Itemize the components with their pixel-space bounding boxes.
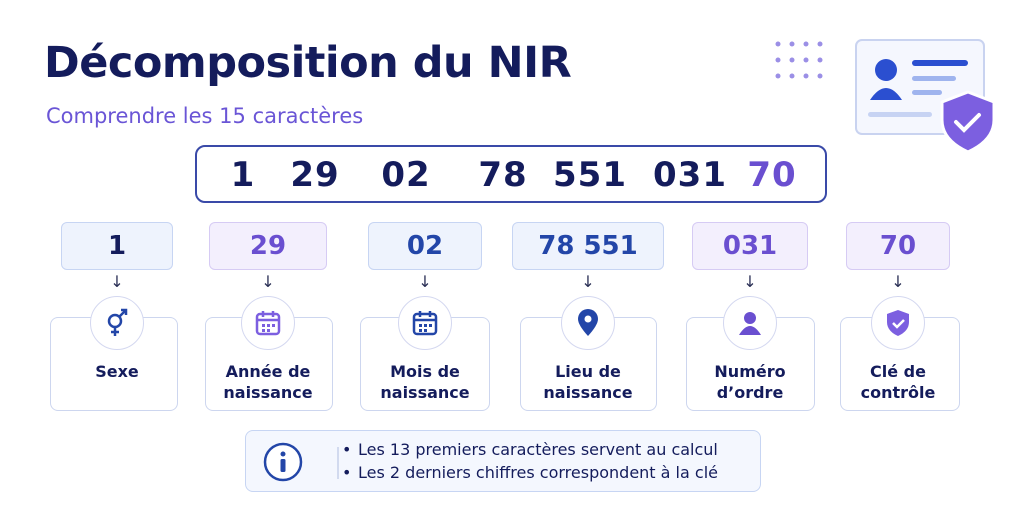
arrow: ↓ (418, 272, 432, 291)
segment-icon (90, 296, 144, 350)
arrow: ↓ (891, 272, 905, 291)
nir-group: 031 (653, 155, 727, 195)
subtitle: Comprendre les 15 caractères (46, 104, 364, 128)
segment-icon (398, 296, 452, 350)
segment-icon (241, 296, 295, 350)
segment-code: 70 (846, 222, 950, 270)
nir-group: 70 (747, 155, 797, 195)
nir-group: 78 (478, 155, 528, 195)
info-box (245, 430, 761, 492)
title: Décomposition du NIR (44, 38, 572, 88)
info-item: Les 2 derniers chiffres correspondent à … (358, 463, 718, 482)
info-item: Les 13 premiers caractères servent au ca… (358, 440, 718, 459)
segment-code: 02 (368, 222, 482, 270)
segment-code: 1 (61, 222, 173, 270)
segment-code: 031 (692, 222, 808, 270)
id-card-illustration (855, 39, 996, 154)
nir-group: 02 (381, 155, 431, 195)
info-icon (263, 442, 339, 482)
nir-group: 1 (230, 155, 256, 195)
segment-label: Année de naissance (223, 362, 313, 402)
segment-label: Numéro d’ordre (714, 362, 786, 402)
segment-icon (871, 296, 925, 350)
arrow: ↓ (581, 272, 595, 291)
nir-box (195, 145, 827, 203)
segment-card (50, 317, 178, 411)
arrow: ↓ (261, 272, 275, 291)
segment-code: 29 (209, 222, 327, 270)
segment-label: Mois de naissance (380, 362, 470, 402)
dots (775, 41, 823, 79)
arrow: ↓ (743, 272, 757, 291)
segment-label: Lieu de naissance (543, 362, 633, 402)
segment-label: Sexe (95, 362, 139, 381)
segment-code: 78 551 (512, 222, 664, 270)
segment-label: Clé de contrôle (860, 362, 936, 402)
segment-icon (561, 296, 615, 350)
info-bullet-dot: • (342, 463, 352, 482)
nir-group: 551 (553, 155, 627, 195)
nir-group: 29 (290, 155, 340, 195)
segment-icon (723, 296, 777, 350)
info-bullet-dot: • (342, 440, 352, 459)
arrow: ↓ (110, 272, 124, 291)
